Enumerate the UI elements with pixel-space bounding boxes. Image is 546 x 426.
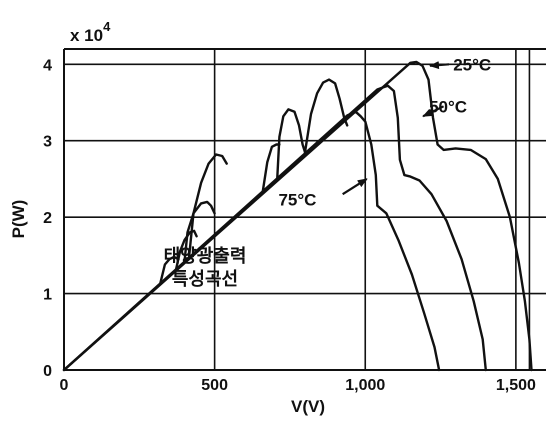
plot-frame [63, 48, 546, 371]
y-tick-label: 2 [43, 210, 52, 227]
y-tick-label: 4 [43, 57, 52, 74]
partial-shading-curve [159, 255, 180, 285]
x-tick-label: 1,500 [496, 377, 536, 394]
callout-arrow [342, 177, 368, 196]
curve-25C [62, 60, 533, 372]
x-axis-label: V(V) [291, 397, 325, 416]
x-tick-label: 1,000 [345, 377, 385, 394]
callout-arrow [429, 61, 450, 70]
multiplier-label: x 104 [70, 19, 111, 45]
curve-50C [62, 84, 487, 372]
callout-arrow [422, 105, 445, 118]
temperature-label: 50°C [429, 97, 467, 116]
chart-labels: x 104 V(V) P(W) 태양광출력 특성곡선 0 500 1,000 1,50… [9, 19, 536, 416]
partial-shading-curve [174, 229, 198, 271]
y-axis-label: P(W) [9, 200, 28, 239]
temperature-label: 75°C [278, 191, 316, 210]
partial-shading-curve [183, 200, 216, 263]
x-tick-label: 0 [60, 377, 69, 394]
y-tick-label: 3 [43, 134, 52, 151]
partial-shading-curve [303, 78, 349, 154]
partial-shading-curve [187, 153, 228, 259]
partial-shading-curve [276, 108, 307, 179]
x-tick-label: 500 [201, 377, 228, 394]
partial-shading-curve [261, 143, 281, 193]
pv-curves [62, 60, 533, 372]
multiplier-exponent: 4 [103, 19, 111, 34]
y-tick-label: 0 [43, 363, 52, 380]
curve-75C [62, 110, 441, 372]
annotation-line-1: 태양광출력 [164, 246, 247, 266]
temperature-label: 25°C [453, 55, 491, 74]
multiplier-base: x 10 [70, 26, 103, 45]
annotation-line-2: 특성곡선 [172, 269, 238, 289]
y-tick-label: 1 [43, 287, 52, 304]
